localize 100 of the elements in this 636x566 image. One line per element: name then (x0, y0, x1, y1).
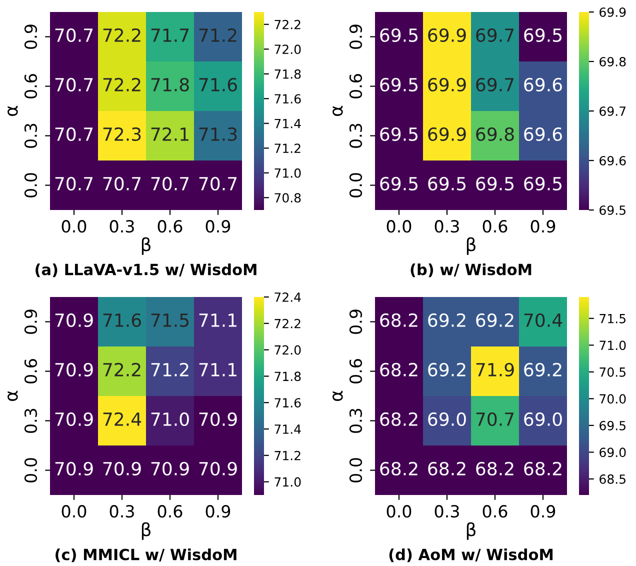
data-label: 69.2 (524, 362, 562, 376)
data-label: 69.2 (476, 313, 514, 327)
data-label: 71.7 (151, 28, 189, 42)
data-label: 69.0 (524, 412, 562, 426)
data-label: 69.7 (476, 78, 514, 92)
color-bar-label: 71.0 (274, 477, 301, 487)
x-tick-label: 0.3 (110, 220, 134, 233)
x-tick-label: 0.6 (482, 505, 508, 518)
data-label: 69.5 (524, 176, 562, 190)
y-tick-label: 0.3 (24, 124, 38, 148)
data-label: 71.2 (151, 362, 188, 376)
color-bar-label: 69.7 (600, 106, 626, 116)
y-axis-title: α (332, 106, 343, 116)
x-tick-label: 0.0 (62, 220, 86, 233)
y-tick-label: 0.0 (24, 458, 38, 482)
data-label: 72.4 (103, 412, 142, 426)
data-label: 69.5 (380, 78, 418, 92)
data-label: 69.9 (428, 78, 466, 92)
data-label: 70.7 (103, 176, 141, 190)
data-label: 69.0 (428, 412, 466, 426)
color-bar-label: 69.0 (600, 448, 626, 458)
data-label: 71.9 (476, 362, 514, 376)
color-bar-label: 71.6 (274, 398, 301, 408)
data-label: 71.6 (199, 78, 237, 92)
x-axis-title: β (466, 522, 476, 540)
data-label: 72.2 (103, 78, 140, 92)
data-label: 70.9 (199, 412, 237, 426)
y-axis-title: α (8, 390, 18, 401)
color-bar-label: 71.0 (600, 340, 626, 350)
data-label: 70.9 (55, 362, 93, 376)
color-bar-label: 71.0 (274, 168, 301, 178)
text: (b) w/ WisdoM (410, 263, 532, 278)
data-label: 70.7 (476, 412, 514, 426)
x-tick-label: 0.9 (530, 220, 556, 233)
data-label: 69.2 (428, 362, 466, 376)
color-bar-label: 71.4 (274, 424, 301, 434)
data-label: 69.5 (524, 28, 562, 42)
x-axis-title: β (142, 237, 150, 255)
y-tick-label: 0.3 (24, 408, 38, 433)
data-label: 69.8 (476, 127, 514, 141)
data-label: 69.5 (428, 176, 466, 190)
data-label: 71.6 (103, 313, 141, 327)
color-bar-label: 68.5 (600, 474, 626, 484)
data-label: 70.9 (199, 462, 237, 476)
x-tick-label: 0.3 (434, 220, 459, 233)
data-label: 71.3 (199, 127, 237, 141)
y-tick-label: 0.9 (24, 24, 38, 49)
data-label: 71.0 (151, 412, 189, 426)
data-label: 70.7 (55, 78, 93, 92)
color-bar-label: 69.5 (600, 420, 626, 430)
x-tick-label: 0.9 (206, 505, 230, 518)
y-tick-label: 0.0 (24, 173, 38, 198)
data-label: 68.2 (524, 462, 562, 476)
color-bar-label: 72.2 (274, 318, 300, 328)
data-label: 70.9 (55, 462, 93, 476)
data-label: 71.2 (199, 28, 236, 42)
data-label: 68.2 (476, 462, 514, 476)
x-tick-label: 0.3 (434, 505, 459, 518)
y-axis-title: α (332, 390, 343, 401)
color-bar-label: 70.8 (274, 193, 301, 203)
y-tick-label: 0.6 (24, 359, 38, 384)
color-bar-label: 71.8 (274, 372, 301, 382)
data-label: 70.7 (151, 176, 189, 190)
x-tick-label: 0.6 (482, 220, 508, 233)
y-tick-label: 0.6 (24, 74, 38, 98)
data-label: 69.9 (428, 127, 466, 141)
color-bar-label: 70.0 (600, 394, 626, 404)
x-tick-label: 0.9 (530, 505, 556, 518)
data-label: 71.1 (199, 363, 236, 376)
data-label: 70.7 (55, 127, 93, 141)
data-label: 69.6 (524, 78, 562, 92)
y-tick-label: 0.0 (349, 173, 362, 198)
y-tick-label: 0.9 (24, 310, 38, 334)
y-tick-label: 0.9 (349, 310, 362, 334)
data-label: 69.6 (524, 127, 562, 141)
x-tick-label: 0.6 (158, 505, 182, 518)
data-label: 69.5 (380, 127, 418, 141)
data-label: 69.5 (380, 176, 418, 190)
color-bar-label: 69.6 (600, 156, 626, 166)
x-tick-label: 0.9 (206, 220, 230, 233)
color-bar-label: 71.2 (274, 144, 300, 153)
data-label: 72.2 (103, 28, 140, 42)
x-tick-label: 0.3 (110, 505, 134, 518)
color-bar-label: 72.4 (274, 292, 301, 302)
color-bar-label: 72.0 (274, 44, 301, 54)
data-label: 70.9 (55, 313, 93, 327)
x-axis-title: β (142, 522, 150, 540)
data-label: 68.2 (380, 362, 418, 376)
data-label: 70.9 (55, 412, 93, 426)
data-label: 72.2 (103, 362, 140, 376)
data-label: 71.1 (199, 314, 236, 327)
text: (a) LLaVA-v1.5 w/ WisdoM (36, 263, 256, 278)
color-bar-label: 71.2 (274, 450, 300, 460)
y-axis-title: α (8, 106, 18, 116)
y-tick-label: 0.6 (349, 74, 362, 98)
color-bar-label: 69.5 (600, 205, 626, 215)
data-label: 69.9 (428, 28, 466, 42)
color-bar-label: 70.5 (600, 367, 626, 377)
data-label: 70.7 (199, 176, 237, 190)
y-tick-label: 0.0 (349, 458, 362, 482)
